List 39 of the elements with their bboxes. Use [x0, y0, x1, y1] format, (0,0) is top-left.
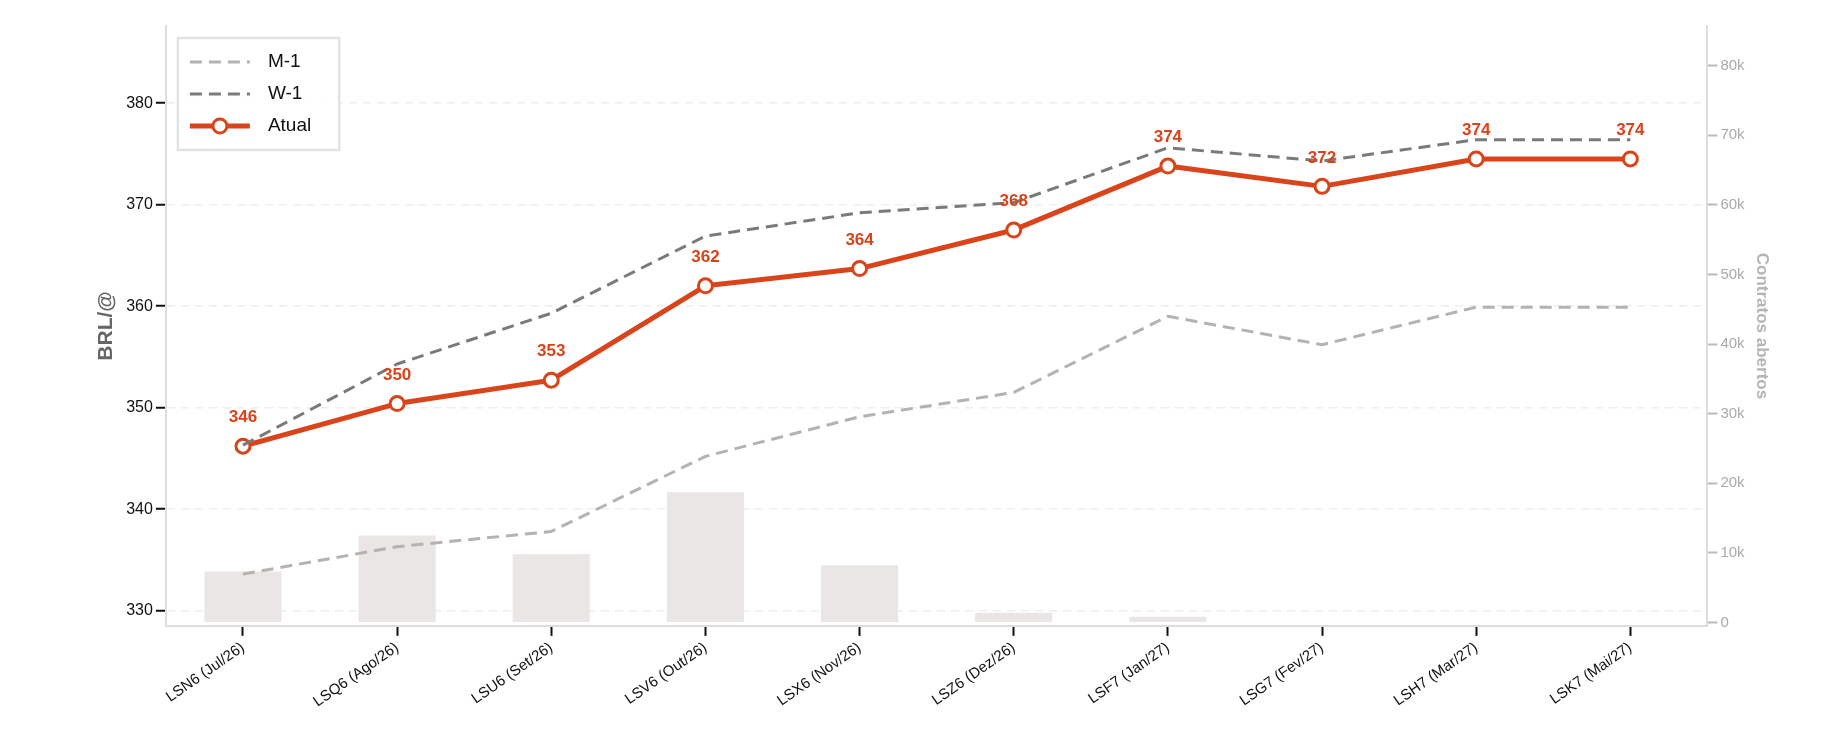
y-tick-label: 340 — [126, 499, 153, 517]
data-label: 350 — [382, 364, 412, 384]
y-tick-label: 370 — [126, 195, 153, 213]
point — [1467, 150, 1485, 168]
data-label: 374 — [1153, 127, 1183, 147]
y2-tick-label: 60k — [1720, 194, 1746, 212]
y2-tick-label: 80k — [1720, 55, 1746, 73]
data-label: 368 — [999, 191, 1028, 211]
point — [1159, 157, 1177, 175]
y2-axis-title: Contratos abertos — [1753, 252, 1773, 400]
point — [1005, 221, 1023, 239]
point — [851, 260, 869, 278]
legend-label: W-1 — [267, 82, 303, 104]
point — [696, 277, 714, 295]
data-label: 364 — [845, 229, 875, 249]
data-label: 374 — [1616, 120, 1646, 140]
y2-tick-label: 0 — [1720, 612, 1729, 630]
data-label: 374 — [1462, 120, 1491, 140]
y2-tick-label: 10k — [1720, 542, 1746, 560]
point — [388, 395, 406, 413]
legend-label: M-1 — [267, 50, 301, 72]
y2-tick-label: 30k — [1720, 403, 1746, 421]
y2-tick-label: 40k — [1720, 334, 1746, 352]
y2-tick-label: 20k — [1720, 473, 1746, 491]
point — [542, 371, 560, 389]
y-axis-title: BRL/@ — [93, 291, 117, 361]
bar — [1129, 616, 1207, 622]
y-tick-label: 350 — [126, 398, 153, 416]
data-label: 353 — [537, 341, 566, 361]
point — [1313, 177, 1331, 195]
y-tick-label: 330 — [126, 601, 153, 619]
data-label: 362 — [691, 247, 720, 267]
point — [1621, 150, 1639, 168]
y2-tick-label: 70k — [1720, 125, 1746, 143]
y2-tick-label: 50k — [1720, 264, 1746, 282]
y-tick-label: 380 — [126, 93, 153, 111]
data-label: 346 — [228, 407, 258, 427]
y-tick-label: 360 — [126, 296, 153, 314]
legend-label: Atual — [267, 114, 312, 136]
